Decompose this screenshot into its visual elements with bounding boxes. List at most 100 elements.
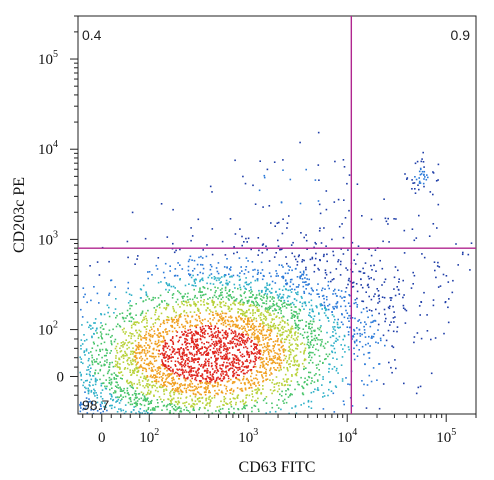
event-dot bbox=[101, 402, 103, 405]
event-dot bbox=[227, 294, 230, 297]
event-dot bbox=[393, 288, 395, 290]
event-dot bbox=[236, 387, 239, 389]
event-dot bbox=[234, 159, 236, 162]
event-dot bbox=[240, 337, 243, 340]
event-dot bbox=[246, 371, 248, 374]
event-dot bbox=[133, 323, 136, 325]
event-dot bbox=[345, 309, 347, 312]
event-dot bbox=[135, 329, 138, 332]
event-dot bbox=[204, 363, 206, 365]
event-dot bbox=[197, 308, 200, 311]
event-dot bbox=[226, 361, 228, 364]
event-dot bbox=[167, 373, 170, 375]
event-dot bbox=[134, 321, 136, 324]
event-dot bbox=[214, 389, 216, 392]
event-dot bbox=[275, 270, 277, 272]
event-dot bbox=[221, 284, 224, 286]
event-dot bbox=[230, 303, 232, 306]
event-dot bbox=[291, 288, 293, 290]
event-dot bbox=[281, 325, 284, 328]
event-dot bbox=[266, 295, 268, 297]
event-dot bbox=[124, 395, 127, 398]
event-dot bbox=[269, 305, 271, 308]
event-dot bbox=[187, 386, 189, 388]
event-dot bbox=[110, 340, 112, 342]
event-dot bbox=[335, 337, 338, 340]
event-dot bbox=[80, 401, 82, 404]
event-dot bbox=[187, 301, 190, 303]
event-dot bbox=[153, 347, 155, 350]
event-dot bbox=[163, 368, 166, 370]
event-dot bbox=[358, 329, 361, 331]
event-dot bbox=[180, 362, 182, 364]
event-dot bbox=[325, 190, 328, 192]
event-dot bbox=[172, 368, 174, 371]
event-dot bbox=[412, 182, 414, 184]
event-dot bbox=[321, 384, 323, 386]
event-dot bbox=[151, 385, 153, 387]
event-dot bbox=[343, 334, 346, 337]
event-dot bbox=[247, 321, 249, 323]
event-dot bbox=[202, 336, 204, 338]
event-dot bbox=[187, 371, 190, 373]
event-dot bbox=[227, 305, 229, 308]
event-dot bbox=[84, 386, 86, 389]
event-dot bbox=[389, 305, 391, 307]
event-dot bbox=[80, 358, 83, 360]
event-dot bbox=[281, 382, 283, 385]
event-dot bbox=[138, 379, 140, 381]
event-dot bbox=[201, 264, 204, 266]
event-dot bbox=[88, 389, 90, 392]
event-dot bbox=[301, 319, 303, 321]
event-dot bbox=[344, 305, 347, 308]
event-dot bbox=[183, 310, 185, 313]
event-dot bbox=[125, 317, 127, 319]
event-dot bbox=[184, 330, 186, 333]
event-dot bbox=[177, 262, 179, 264]
event-dot bbox=[332, 306, 334, 308]
event-dot bbox=[303, 308, 305, 310]
event-dot bbox=[193, 409, 195, 411]
event-dot bbox=[305, 321, 308, 323]
event-dot bbox=[122, 331, 125, 333]
event-dot bbox=[310, 316, 313, 318]
event-dot bbox=[200, 393, 202, 396]
event-dot bbox=[249, 369, 251, 371]
event-dot bbox=[130, 324, 133, 327]
event-dot bbox=[162, 321, 165, 324]
event-dot bbox=[129, 359, 132, 362]
event-dot bbox=[288, 346, 290, 348]
event-dot bbox=[189, 320, 192, 322]
event-dot bbox=[290, 309, 293, 311]
event-dot bbox=[432, 223, 435, 225]
event-dot bbox=[303, 301, 306, 304]
event-dot bbox=[336, 307, 338, 309]
event-dot bbox=[215, 359, 217, 361]
event-dot bbox=[134, 359, 137, 361]
event-dot bbox=[197, 391, 200, 394]
event-dot bbox=[172, 382, 175, 384]
event-dot bbox=[245, 346, 247, 348]
event-dot bbox=[279, 356, 281, 359]
event-dot bbox=[276, 404, 278, 406]
event-dot bbox=[290, 353, 292, 356]
event-dot bbox=[80, 339, 83, 341]
event-dot bbox=[223, 266, 226, 268]
event-dot bbox=[286, 304, 289, 306]
event-dot bbox=[230, 317, 232, 319]
event-dot bbox=[158, 372, 160, 374]
event-dot bbox=[235, 371, 238, 374]
event-dot bbox=[300, 343, 302, 345]
event-dot bbox=[277, 245, 280, 247]
event-dot bbox=[174, 389, 176, 392]
event-dot bbox=[172, 376, 174, 379]
event-dot bbox=[249, 316, 252, 319]
event-dot bbox=[192, 392, 195, 395]
event-dot bbox=[177, 348, 180, 350]
event-dot bbox=[205, 397, 208, 400]
event-dot bbox=[345, 377, 347, 379]
event-dot bbox=[216, 369, 219, 372]
event-dot bbox=[156, 370, 158, 373]
event-dot bbox=[308, 327, 310, 330]
event-dot bbox=[262, 380, 264, 383]
